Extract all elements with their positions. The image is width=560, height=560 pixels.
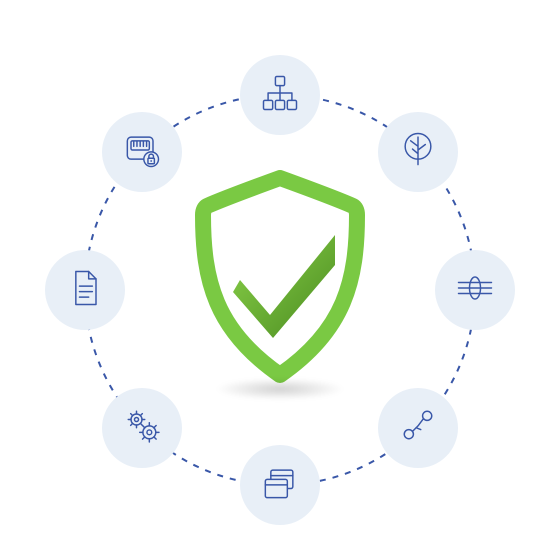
windows-node (240, 445, 320, 525)
shield-check-icon (185, 170, 375, 390)
port-lock-icon (120, 128, 164, 177)
document-node (45, 250, 125, 330)
hierarchy-icon (258, 71, 302, 120)
atom-lines-icon (453, 266, 497, 315)
tree-icon (396, 128, 440, 177)
gears-icon (120, 403, 164, 452)
hierarchy-node (240, 55, 320, 135)
branch-icon (396, 403, 440, 452)
port-lock-node (102, 112, 182, 192)
shield-shadow (215, 378, 345, 400)
branch-node (378, 388, 458, 468)
document-icon (63, 266, 107, 315)
tree-node (378, 112, 458, 192)
gears-node (102, 388, 182, 468)
windows-icon (258, 461, 302, 510)
radial-diagram (0, 0, 560, 560)
atom-node (435, 250, 515, 330)
